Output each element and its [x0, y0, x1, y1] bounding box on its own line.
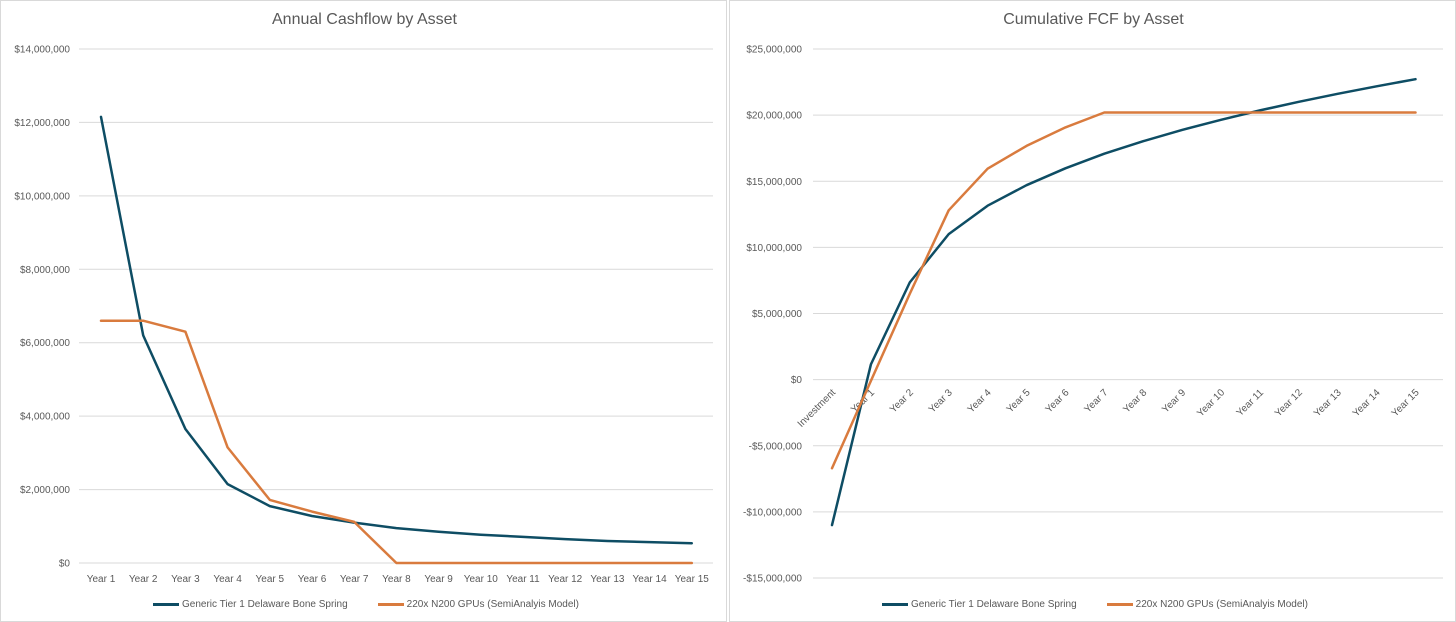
legend-swatch-series2 — [377, 602, 404, 606]
legend-label-series1: Generic Tier 1 Delaware Bone Spring — [182, 598, 348, 610]
x-tick-label: Year 1 — [87, 574, 116, 585]
x-tick-label: Year 10 — [1195, 387, 1227, 419]
x-tick-label: Year 5 — [1005, 387, 1033, 415]
x-tick-label: Year 10 — [464, 574, 499, 585]
y-tick-label: $0 — [791, 375, 803, 386]
y-tick-label: $14,000,000 — [14, 45, 70, 56]
x-tick-label: Investment — [796, 387, 839, 430]
legend-item-series1: Generic Tier 1 Delaware Bone Spring — [153, 599, 348, 610]
y-tick-label: $20,000,000 — [746, 111, 802, 122]
x-tick-label: Year 11 — [506, 574, 540, 585]
x-tick-label: Year 3 — [927, 387, 955, 415]
y-tick-label: $8,000,000 — [20, 265, 70, 276]
legend-label-series2: 220x N200 GPUs (SemiAnalyis Model) — [1135, 598, 1308, 610]
cumulative-fcf-chart: Cumulative FCF by Asset -$15,000,000 -$10… — [729, 0, 1456, 622]
y-tick-label: $5,000,000 — [752, 309, 802, 320]
series-line-2 — [830, 111, 1417, 470]
legend-label-series1: Generic Tier 1 Delaware Bone Spring — [911, 598, 1077, 610]
y-tick-label: $10,000,000 — [746, 243, 802, 254]
x-tick-label: Year 13 — [1312, 387, 1344, 419]
x-tick-label: Year 6 — [1044, 387, 1072, 415]
y-tick-label: $0 — [59, 559, 71, 570]
y-tick-label: $10,000,000 — [14, 191, 70, 202]
y-tick-label: $25,000,000 — [746, 45, 802, 56]
y-tick-label: $4,000,000 — [20, 412, 70, 423]
annual-cashflow-plot: $0 $2,000,000 $4,000,000 $6,000,000 $8,000,0… — [14, 45, 713, 585]
legend-swatch-series1 — [153, 602, 179, 606]
x-tick-label: Year 5 — [256, 574, 285, 585]
x-tick-label: Year 13 — [590, 574, 625, 585]
x-tick-label: Year 12 — [548, 574, 583, 585]
series-line-1 — [830, 77, 1417, 527]
legend-swatch-series2 — [1106, 602, 1133, 606]
x-tick-label: Year 6 — [298, 574, 327, 585]
x-tick-label: Year 15 — [675, 574, 710, 585]
chart-legend: Generic Tier 1 Delaware Bone Spring 220x… — [882, 595, 1338, 613]
chart-legend: Generic Tier 1 Delaware Bone Spring 220x… — [153, 595, 609, 613]
x-tick-label: Year 9 — [424, 574, 453, 585]
legend-item-series1: Generic Tier 1 Delaware Bone Spring — [882, 599, 1077, 610]
x-tick-label: Year 2 — [129, 574, 158, 585]
x-tick-label: Year 8 — [382, 574, 411, 585]
x-tick-label: Year 4 — [213, 574, 242, 585]
x-tick-label: Year 7 — [340, 574, 369, 585]
x-tick-label: Year 14 — [633, 574, 668, 585]
x-tick-label: Year 4 — [966, 387, 994, 415]
series-line-1 — [99, 115, 694, 545]
cumulative-fcf-plot: -$15,000,000 -$10,000,000 -$5,000,000 $0 $5,… — [743, 45, 1443, 585]
y-tick-label: $2,000,000 — [20, 485, 70, 496]
chart-title: Annual Cashflow by Asset — [272, 11, 457, 28]
x-tick-label: Year 15 — [1390, 387, 1422, 419]
y-tick-label: $12,000,000 — [14, 118, 70, 129]
y-tick-label: -$10,000,000 — [743, 507, 802, 518]
x-tick-label: Year 9 — [1160, 387, 1188, 415]
x-tick-label: Year 2 — [888, 387, 916, 415]
x-tick-label: Year 11 — [1235, 387, 1267, 419]
annual-cashflow-chart: Annual Cashflow by Asset $0 $2,000,000 $4,… — [0, 0, 727, 622]
x-tick-label: Year 3 — [171, 574, 200, 585]
chart-title: Cumulative FCF by Asset — [1003, 11, 1184, 28]
x-tick-label: Year 8 — [1121, 387, 1149, 415]
y-tick-label: $15,000,000 — [746, 177, 802, 188]
x-tick-label: Year 14 — [1351, 387, 1383, 419]
legend-label-series2: 220x N200 GPUs (SemiAnalyis Model) — [406, 598, 579, 610]
legend-item-series2: 220x N200 GPUs (SemiAnalyis Model) — [377, 598, 579, 610]
x-tick-label: Year 12 — [1273, 387, 1305, 419]
legend-swatch-series1 — [882, 602, 908, 606]
y-tick-label: $6,000,000 — [20, 338, 70, 349]
y-tick-label: -$5,000,000 — [749, 441, 803, 452]
series-line-2 — [99, 319, 694, 565]
y-tick-label: -$15,000,000 — [743, 574, 802, 585]
legend-item-series2: 220x N200 GPUs (SemiAnalyis Model) — [1106, 598, 1308, 610]
x-tick-label: Year 7 — [1082, 387, 1110, 415]
